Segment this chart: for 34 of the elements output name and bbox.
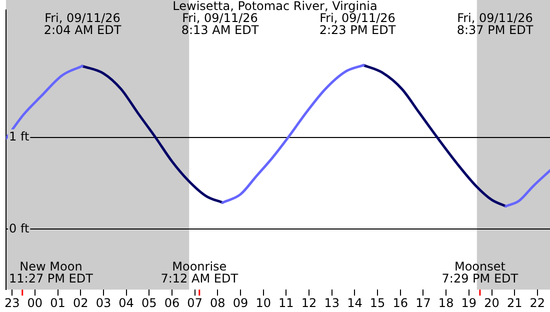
- annotation: Fri, 09/11/26 2:23 PM EDT: [319, 11, 396, 38]
- x-tick-label: 18: [438, 296, 454, 310]
- x-tick-label: 23: [4, 296, 20, 310]
- x-tick-label: 19: [461, 296, 477, 310]
- x-tick-label: 07: [187, 296, 202, 310]
- y-tick-label: 0 ft: [9, 221, 30, 236]
- x-tick-label: 10: [256, 296, 271, 310]
- x-tick-label: 21: [506, 296, 522, 310]
- x-tick-label: 02: [72, 296, 88, 310]
- x-tick-label: 09: [232, 296, 248, 310]
- x-tick-label: 11: [278, 296, 294, 310]
- ref-line-label: New Moon 11:27 PM EDT: [9, 260, 94, 286]
- y-tick-label: 1 ft: [9, 130, 30, 144]
- x-tick-label: 15: [370, 296, 386, 310]
- x-tick-label: 17: [416, 296, 431, 310]
- x-tick-label: 13: [324, 296, 340, 310]
- x-tick-label: 14: [347, 296, 362, 310]
- x-tick-label: 20: [484, 296, 500, 310]
- x-tick-label: 01: [50, 296, 66, 310]
- x-tick-label: 05: [141, 296, 157, 310]
- x-tick-label: 00: [27, 296, 43, 310]
- x-tick-label: 03: [96, 296, 112, 310]
- x-tick-label: 08: [210, 296, 226, 310]
- x-tick-label: 12: [301, 296, 317, 310]
- chart-title: Lewisetta, Potomac River, Virginia: [172, 0, 378, 14]
- ref-line-label: Moonrise 7:12 AM EDT: [160, 260, 239, 286]
- x-tick-label: 22: [530, 296, 546, 310]
- x-tick-label: 06: [164, 296, 180, 310]
- annotation: Fri, 09/11/26 8:37 PM EDT: [456, 11, 534, 38]
- x-tick-label: 16: [392, 296, 408, 310]
- annotation: Fri, 09/11/26 2:04 AM EDT: [44, 11, 122, 38]
- annotation: Fri, 09/11/26 8:13 AM EDT: [181, 11, 260, 38]
- x-tick-label: 04: [118, 296, 134, 310]
- ref-line-label: Moonset 7:29 PM EDT: [442, 260, 519, 286]
